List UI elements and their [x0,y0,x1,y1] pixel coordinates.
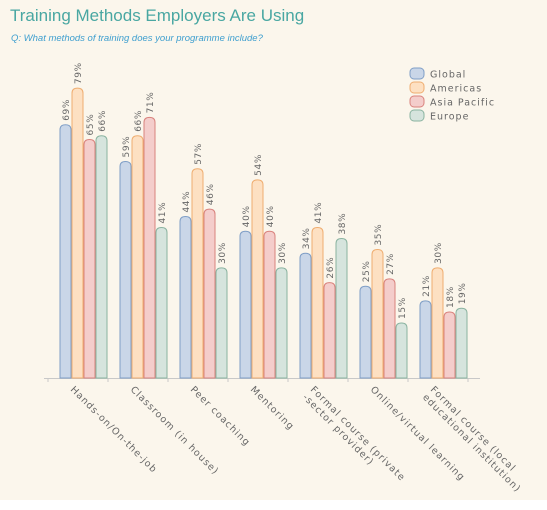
value-label: 30% [278,242,288,264]
value-label: 79% [74,62,84,84]
bar-asia-pacific-classroom-in-house [143,116,156,379]
value-label: 30% [218,242,228,264]
value-label: 65% [86,114,96,136]
bar-americas-online-virtual-learning [371,249,384,379]
bar-europe-hands-on-on-the-job [95,135,108,379]
bar-europe-formal-course-private-sector-provider [335,238,348,379]
bar-asia-pacific-mentoring [263,230,276,379]
value-label: 66% [98,110,108,132]
value-label: 26% [326,257,336,279]
value-label: 66% [134,110,144,132]
category-label-line: Mentoring [248,384,296,432]
bar-global-classroom-in-house [119,160,132,379]
value-label: 46% [206,183,216,205]
legend-swatch-asia-pacific [409,95,425,108]
value-label: 40% [242,205,252,227]
value-label: 69% [62,99,72,121]
category-label: Online/virtual learning [368,384,467,483]
value-label: 44% [182,191,192,213]
bar-americas-peer-coaching [191,168,204,379]
chart-subtitle: Q: What methods of training does your pr… [11,33,263,44]
category-label: Peer coaching [188,384,252,448]
bar-europe-peer-coaching [215,267,228,379]
value-label: 41% [158,202,168,224]
value-label: 40% [266,205,276,227]
bar-asia-pacific-formal-course-local-educational-institution [443,311,456,379]
bar-global-peer-coaching [179,216,192,379]
bar-global-hands-on-on-the-job [59,124,72,379]
value-label: 59% [122,136,132,158]
value-label: 41% [314,202,324,224]
value-label: 54% [254,154,264,176]
bar-europe-formal-course-local-educational-institution [455,307,468,379]
value-label: 21% [422,275,432,297]
value-label: 30% [434,242,444,264]
bar-americas-hands-on-on-the-job [71,87,84,379]
bar-europe-mentoring [275,267,288,379]
bar-asia-pacific-online-virtual-learning [383,278,396,379]
category-label-line: Formal course (private [308,384,407,483]
category-label: Mentoring [248,384,296,432]
legend-swatch-global [409,67,425,80]
legend-label-europe: Europe [430,112,469,123]
bar-asia-pacific-hands-on-on-the-job [83,138,96,379]
bar-global-mentoring [239,230,252,379]
bar-europe-online-virtual-learning [395,322,408,379]
chart-title: Training Methods Employers Are Using [10,6,305,25]
value-label: 57% [194,143,204,165]
legend-label-americas: Americas [430,84,482,95]
value-label: 27% [386,253,396,275]
legend-swatch-europe [409,109,425,122]
bar-europe-classroom-in-house [155,227,168,379]
bar-global-online-virtual-learning [359,285,372,379]
bar-americas-mentoring [251,179,264,379]
bar-americas-formal-course-private-sector-provider [311,227,324,379]
category-label: Formal course (localeducational institut… [420,384,530,494]
bar-asia-pacific-formal-course-private-sector-provider [323,282,336,379]
bar-americas-classroom-in-house [131,135,144,379]
legend-swatch-americas [409,81,425,94]
legend-label-asia-pacific: Asia Pacific [430,98,495,109]
value-label: 19% [458,282,468,304]
value-label: 25% [362,260,372,282]
value-label: 38% [338,213,348,235]
value-label: 34% [302,227,312,249]
value-label: 71% [146,92,156,114]
category-label-line: -sector provider) [300,392,376,468]
value-label: 35% [374,224,384,246]
bar-global-formal-course-local-educational-institution [419,300,432,379]
category-label-line: Peer coaching [188,384,252,448]
bar-asia-pacific-peer-coaching [203,208,216,379]
value-label: 18% [446,286,456,308]
category-label-line: Online/virtual learning [368,384,467,483]
legend-label-global: Global [430,70,466,81]
bar-americas-formal-course-local-educational-institution [431,267,444,379]
value-label: 15% [398,297,408,319]
bar-global-formal-course-private-sector-provider [299,252,312,379]
